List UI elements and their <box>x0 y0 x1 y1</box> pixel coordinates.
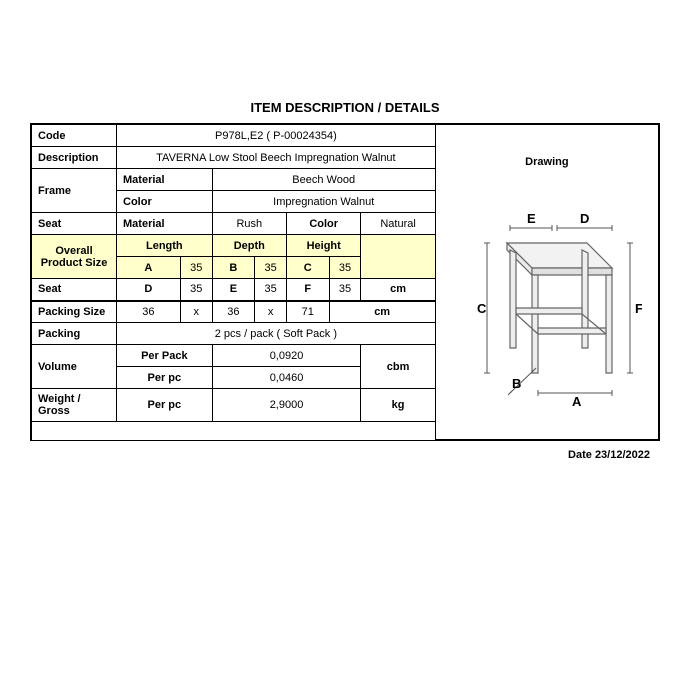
unit-cm2: cm <box>329 301 435 323</box>
value-description: TAVERNA Low Stool Beech Impregnation Wal… <box>117 147 436 169</box>
label-packing-size: Packing Size <box>32 301 117 323</box>
label-seat-dims: Seat <box>32 279 117 301</box>
unit-kg: kg <box>361 389 435 422</box>
label-overall: Overall Product Size <box>32 235 117 279</box>
label-code: Code <box>32 125 117 147</box>
drawing-title: Drawing <box>442 156 652 168</box>
label-seat-material: Material <box>117 213 213 235</box>
sheet: Code P978L,E2 ( P-00024354) Drawing <box>30 123 660 441</box>
dim-d: D <box>580 211 589 226</box>
dim-b-lbl: B <box>212 257 255 279</box>
value-packing: 2 pcs / pack ( Soft Pack ) <box>117 323 436 345</box>
unit-cm1: cm <box>361 279 435 301</box>
date-line: Date 23/12/2022 <box>30 441 660 461</box>
stool-diagram-icon: C F A B E D <box>452 198 642 408</box>
weight-perpc: 2,9000 <box>212 389 361 422</box>
pack-x1: x <box>180 301 212 323</box>
dim-d-val: 35 <box>180 279 212 301</box>
value-seat-material: Rush <box>212 213 286 235</box>
label-weight: Weight / Gross <box>32 389 117 422</box>
page-title: ITEM DESCRIPTION / DETAILS <box>30 100 660 115</box>
dim-c-lbl: C <box>287 257 330 279</box>
label-length: Length <box>117 235 213 257</box>
label-seat-color: Color <box>287 213 361 235</box>
spec-table: Code P978L,E2 ( P-00024354) Drawing <box>31 124 659 440</box>
vol-perpack: 0,0920 <box>212 345 361 367</box>
label-depth: Depth <box>212 235 286 257</box>
dim-a-val: 35 <box>180 257 212 279</box>
dim-c: C <box>477 301 487 316</box>
spec-sheet: ITEM DESCRIPTION / DETAILS Code P978L,E2… <box>0 0 690 690</box>
label-perpc1: Per pc <box>117 367 213 389</box>
label-frame: Frame <box>32 169 117 213</box>
label-perpack: Per Pack <box>117 345 213 367</box>
dim-f-lbl: F <box>287 279 330 301</box>
label-height: Height <box>287 235 361 257</box>
dim-e-lbl: E <box>212 279 255 301</box>
label-frame-material: Material <box>117 169 213 191</box>
dim-c-val: 35 <box>329 257 361 279</box>
dim-e: E <box>527 211 536 226</box>
unit-cbm: cbm <box>361 345 435 389</box>
pack-b: 36 <box>212 301 255 323</box>
dim-f: F <box>635 301 642 316</box>
dim-b-val: 35 <box>255 257 287 279</box>
pack-x2: x <box>255 301 287 323</box>
label-description: Description <box>32 147 117 169</box>
drawing-cell: Drawing <box>435 125 658 440</box>
spacer <box>32 422 436 440</box>
dim-a: A <box>572 394 582 408</box>
dim-f-val: 35 <box>329 279 361 301</box>
pack-a: 36 <box>117 301 181 323</box>
pack-c: 71 <box>287 301 330 323</box>
dim-a-lbl: A <box>117 257 181 279</box>
value-frame-material: Beech Wood <box>212 169 435 191</box>
blank <box>361 235 435 279</box>
vol-perpc: 0,0460 <box>212 367 361 389</box>
value-frame-color: Impregnation Walnut <box>212 191 435 213</box>
value-code: P978L,E2 ( P-00024354) <box>117 125 436 147</box>
value-seat-color: Natural <box>361 213 435 235</box>
label-frame-color: Color <box>117 191 213 213</box>
date-label: Date <box>568 449 592 461</box>
label-volume: Volume <box>32 345 117 389</box>
dim-d-lbl: D <box>117 279 181 301</box>
label-seat: Seat <box>32 213 117 235</box>
date-value: 23/12/2022 <box>595 449 650 461</box>
label-packing: Packing <box>32 323 117 345</box>
label-perpc2: Per pc <box>117 389 213 422</box>
dim-b: B <box>512 376 521 391</box>
dim-e-val: 35 <box>255 279 287 301</box>
